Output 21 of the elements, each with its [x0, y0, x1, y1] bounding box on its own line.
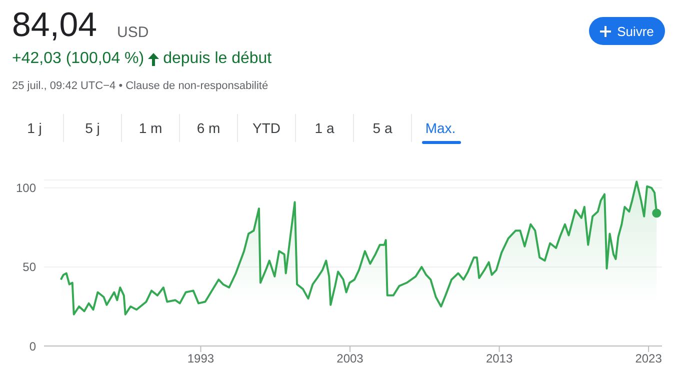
x-tick-label: 1993 — [187, 352, 214, 366]
text: 25 juil., 09:42 UTC−4 • Clause de non-responsabilité — [12, 80, 268, 92]
text: Suivre — [617, 24, 654, 38]
y-tick-label: 0 — [29, 339, 36, 354]
text: YTD — [252, 120, 280, 136]
y-tick-label: 100 — [16, 181, 36, 196]
text: 6 m — [196, 120, 220, 136]
x-tick-label: 2013 — [486, 352, 513, 366]
text: 1 a — [314, 120, 334, 136]
x-tick-label: 2023 — [635, 352, 662, 366]
text: 1 m — [138, 120, 162, 136]
text: depuis le début — [163, 50, 272, 68]
text: Max. — [425, 120, 456, 136]
text: USD — [117, 24, 149, 41]
text: 5 j — [85, 120, 100, 136]
text: +42,03 (100,04 %) — [12, 50, 144, 68]
y-tick-label: 50 — [22, 260, 36, 274]
x-tick-label: 2003 — [336, 352, 364, 366]
text: 1 j — [27, 120, 42, 136]
text: 5 a — [372, 120, 392, 136]
chart-title: 84,04 — [12, 6, 98, 45]
